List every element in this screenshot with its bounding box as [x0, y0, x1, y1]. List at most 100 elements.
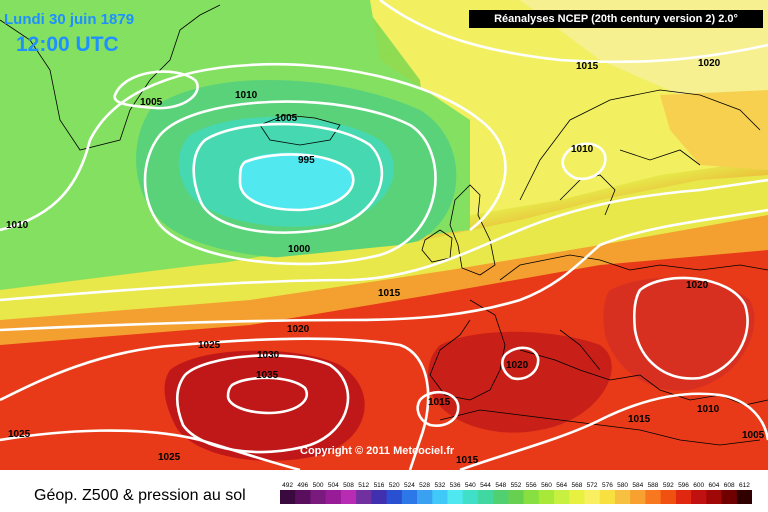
isobar-label: 1020 [506, 360, 529, 371]
legend-color-swatch [569, 490, 585, 504]
isobar-1020 [0, 208, 768, 332]
legend-color-swatch [538, 490, 555, 504]
isobar-label: 1000 [288, 244, 311, 255]
isobar-1035 [226, 376, 308, 415]
legend-value-label: 556 [526, 482, 537, 489]
isobar-1010-scand [561, 142, 607, 181]
legend-color-swatch [645, 490, 662, 504]
legend-color-swatch [386, 490, 403, 504]
legend-value-label: 500 [313, 482, 324, 489]
legend-color-swatch [615, 490, 631, 504]
isobar-label: 1025 [158, 452, 181, 463]
band-dark-red-high [164, 350, 365, 461]
legend-color-swatch [493, 490, 509, 504]
coast-greenland [0, 4, 221, 151]
legend-value-label: 596 [678, 482, 689, 489]
isobar-label: 1015 [628, 414, 651, 425]
legend-value-label: 540 [465, 482, 476, 489]
legend-color-swatch [675, 490, 692, 504]
legend-color-swatch [584, 490, 601, 504]
band-red-east [603, 277, 755, 391]
chart-time: 12:00 UTC [16, 33, 119, 56]
legend-color-swatch [736, 490, 752, 504]
isobar-1000 [192, 122, 384, 234]
legend-value-label: 604 [708, 482, 719, 489]
legend-color-swatch [447, 490, 464, 504]
legend-value-label: 612 [739, 482, 750, 489]
legend-color-swatch [371, 490, 388, 504]
isobar-1015 [0, 178, 768, 302]
isobar-label: 1015 [456, 455, 479, 466]
isobar-1020-east [632, 276, 749, 380]
legend-value-label: 504 [328, 482, 339, 489]
legend-value-label: 588 [648, 482, 659, 489]
isobar-label: 1005 [140, 97, 163, 108]
isobar-1005-low [143, 100, 437, 266]
legend-color-swatch [523, 490, 540, 504]
isobar-label: 1010 [571, 144, 594, 155]
legend-color-swatch [462, 490, 479, 504]
isobar-1025-south [0, 429, 301, 470]
legend-color-swatch [310, 490, 327, 504]
legend-value-label: 536 [450, 482, 461, 489]
legend-color-swatch [401, 490, 418, 504]
coast-mediterranean [519, 329, 768, 406]
isobar-label: 1020 [287, 324, 310, 335]
chart-date: Lundi 30 juin 1879 [4, 11, 135, 28]
isobar-1030 [175, 354, 350, 454]
legend-color-swatch [477, 490, 494, 504]
isobar-label: 1005 [275, 113, 298, 124]
coast-britain [449, 184, 496, 276]
isobar-label: 1035 [256, 370, 279, 381]
isobar-label: 1010 [697, 404, 720, 415]
isobar-label: 1020 [686, 280, 709, 291]
isobar-label: 1015 [378, 288, 401, 299]
isobar-label: 995 [298, 155, 315, 166]
isobar-1015-north [379, 0, 768, 64]
legend-value-label: 508 [343, 482, 354, 489]
legend-value-label: 552 [511, 482, 522, 489]
legend-value-label: 576 [602, 482, 613, 489]
legend-color-swatch [630, 490, 646, 504]
isobar-995 [238, 153, 355, 212]
isobar-label: 1015 [428, 397, 451, 408]
legend-value-label: 492 [282, 482, 293, 489]
legend-color-swatch [432, 490, 448, 504]
legend-value-label: 544 [480, 482, 491, 489]
isobar-label: 1010 [6, 220, 29, 231]
band-orange-mid [0, 215, 768, 350]
isobar-label: 1025 [8, 429, 31, 440]
legend-color-swatch [599, 490, 616, 504]
isobar-1005-greenland [113, 70, 199, 110]
source-banner: Réanalyses NCEP (20th century version 2)… [469, 10, 763, 28]
legend-value-label: 548 [495, 482, 506, 489]
legend-value-label: 580 [617, 482, 628, 489]
color-scale-legend: 492 496 500 504 508 512 516 520 524 528 532 536 540 5… [280, 482, 752, 504]
coast-iceland [259, 114, 341, 146]
legend-value-label: 520 [389, 482, 400, 489]
geopotential-map: 1005 1010 1005 995 1000 1010 1015 1015 1… [0, 0, 768, 470]
isobar-label: 1020 [698, 58, 721, 69]
legend-color-swatch [295, 490, 311, 504]
coast-europe [429, 254, 768, 401]
legend-value-label: 528 [419, 482, 430, 489]
legend-color-swatch [721, 490, 738, 504]
isobar-label: 1025 [198, 340, 221, 351]
copyright-text: Copyright © 2011 Meteociel.fr [300, 445, 455, 457]
legend-value-label: 560 [541, 482, 552, 489]
isobar-labels: 1005 1010 1005 995 1000 1010 1015 1015 1… [6, 58, 765, 466]
legend-value-label: 584 [632, 482, 643, 489]
legend-value-label: 496 [297, 482, 308, 489]
isobar-label: 1010 [235, 90, 258, 101]
legend-value-label: 524 [404, 482, 415, 489]
legend-color-swatch [417, 490, 433, 504]
isobar-label: 1030 [257, 350, 280, 361]
legend-value-label: 600 [693, 482, 704, 489]
legend-color-swatch [706, 490, 722, 504]
footer-bar: Géop. Z500 & pression au sol 492 496 500 50… [0, 470, 768, 512]
isobar-label: 1015 [576, 61, 599, 72]
legend-value-label: 592 [663, 482, 674, 489]
legend-value-label: 568 [571, 482, 582, 489]
band-dark-red-iberia [428, 331, 612, 433]
